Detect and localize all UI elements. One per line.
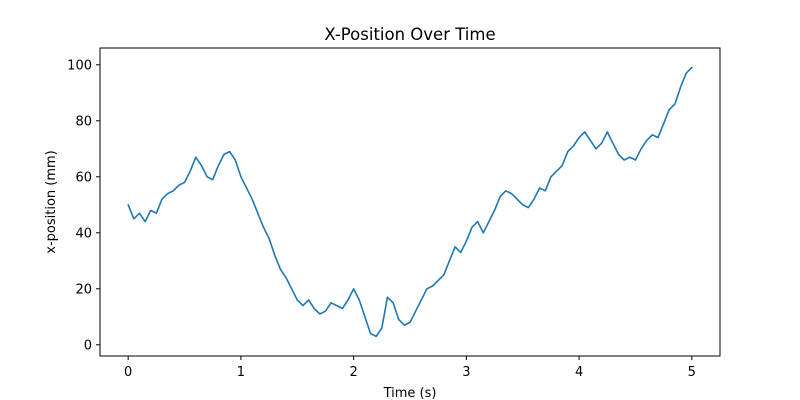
plot-area: 0 1 2 3 4 5 0 20 40 60 80 100 — [67, 47, 721, 380]
x-axis-label: Time (s) — [383, 386, 437, 400]
y-axis-label: x-position (mm) — [44, 150, 59, 253]
x-tick-label-4: 4 — [575, 365, 583, 380]
x-tick-label-0: 0 — [124, 365, 132, 380]
y-tick-label-20: 20 — [75, 282, 92, 297]
y-tick-label-60: 60 — [75, 170, 92, 185]
y-tick-label-80: 80 — [75, 114, 92, 129]
series-line-0 — [127, 66, 693, 338]
chart-title: X-Position Over Time — [324, 25, 495, 44]
y-tick-label-40: 40 — [75, 226, 92, 241]
y-tick-label-0: 0 — [84, 338, 92, 353]
x-tick-label-5: 5 — [688, 365, 696, 380]
x-tick-label-3: 3 — [462, 365, 470, 380]
axes-frame — [99, 47, 721, 357]
y-tick-label-100: 100 — [67, 58, 92, 73]
x-tick-label-2: 2 — [349, 365, 357, 380]
x-tick-label-1: 1 — [237, 365, 245, 380]
